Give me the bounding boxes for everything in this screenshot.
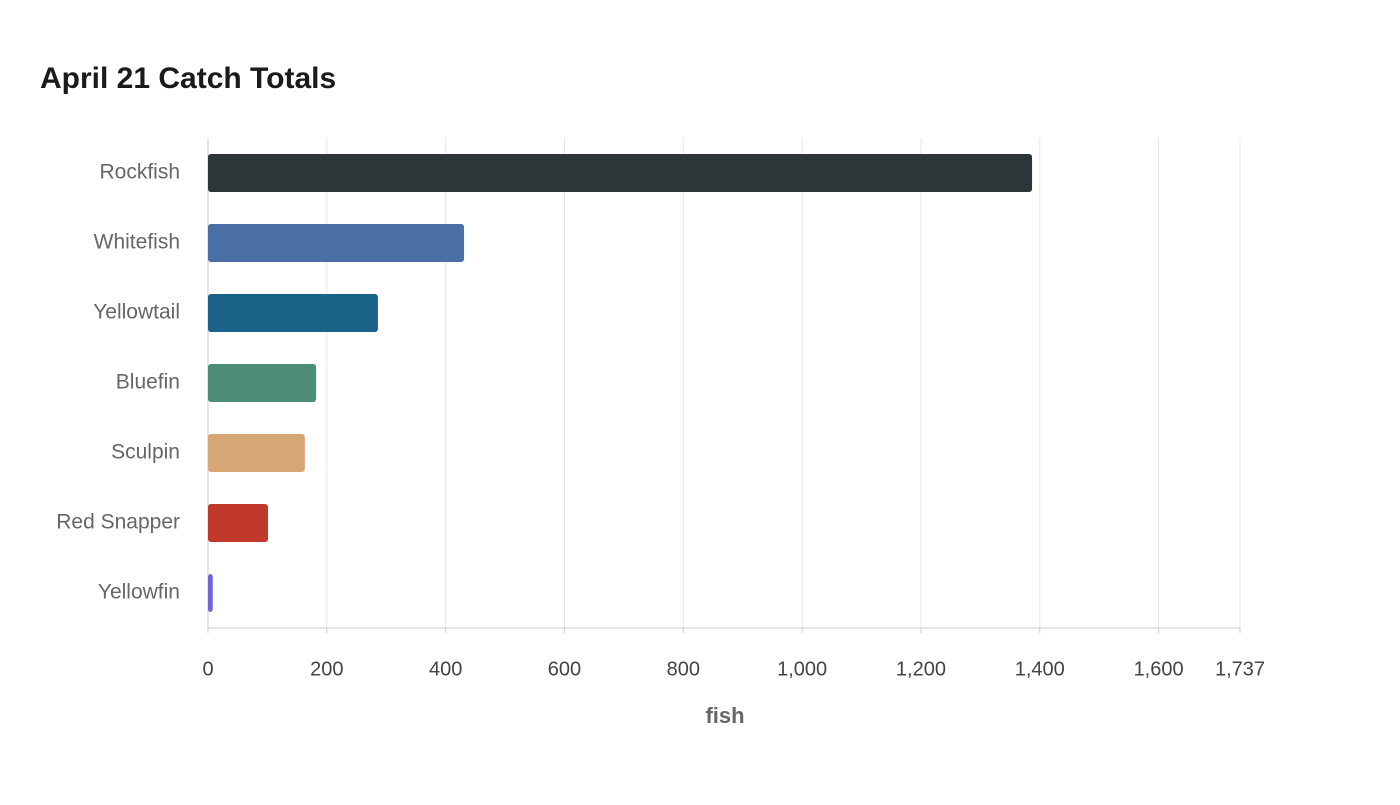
- bar: [208, 434, 305, 472]
- x-tick-label: 1,737: [1215, 658, 1265, 680]
- y-tick-label: Red Snapper: [56, 511, 180, 534]
- y-tick-label: Whitefish: [94, 231, 180, 254]
- x-tick-label: 1,600: [1134, 658, 1184, 680]
- y-tick-label: Bluefin: [116, 371, 180, 394]
- chart-title: April 21 Catch Totals: [40, 62, 336, 95]
- x-tick-label: 800: [667, 658, 700, 680]
- bar: [208, 364, 317, 402]
- x-tick-label: 1,400: [1015, 658, 1065, 680]
- y-tick-label: Yellowfin: [98, 581, 180, 604]
- x-tick-label: 600: [548, 658, 581, 680]
- bar: [208, 294, 378, 332]
- y-tick-label: Yellowtail: [93, 301, 180, 324]
- bar: [208, 224, 465, 262]
- x-axis-label: fish: [705, 703, 744, 728]
- y-tick-label: Rockfish: [99, 161, 180, 184]
- bar: [208, 504, 269, 542]
- x-tick-label: 1,200: [896, 658, 946, 680]
- bar: [208, 154, 1033, 192]
- x-tick-label: 1,000: [777, 658, 827, 680]
- x-tick-label: 400: [429, 658, 462, 680]
- x-tick-label: 0: [202, 658, 213, 680]
- x-tick-label: 200: [310, 658, 343, 680]
- y-tick-label: Sculpin: [111, 441, 180, 464]
- bar: [208, 574, 213, 612]
